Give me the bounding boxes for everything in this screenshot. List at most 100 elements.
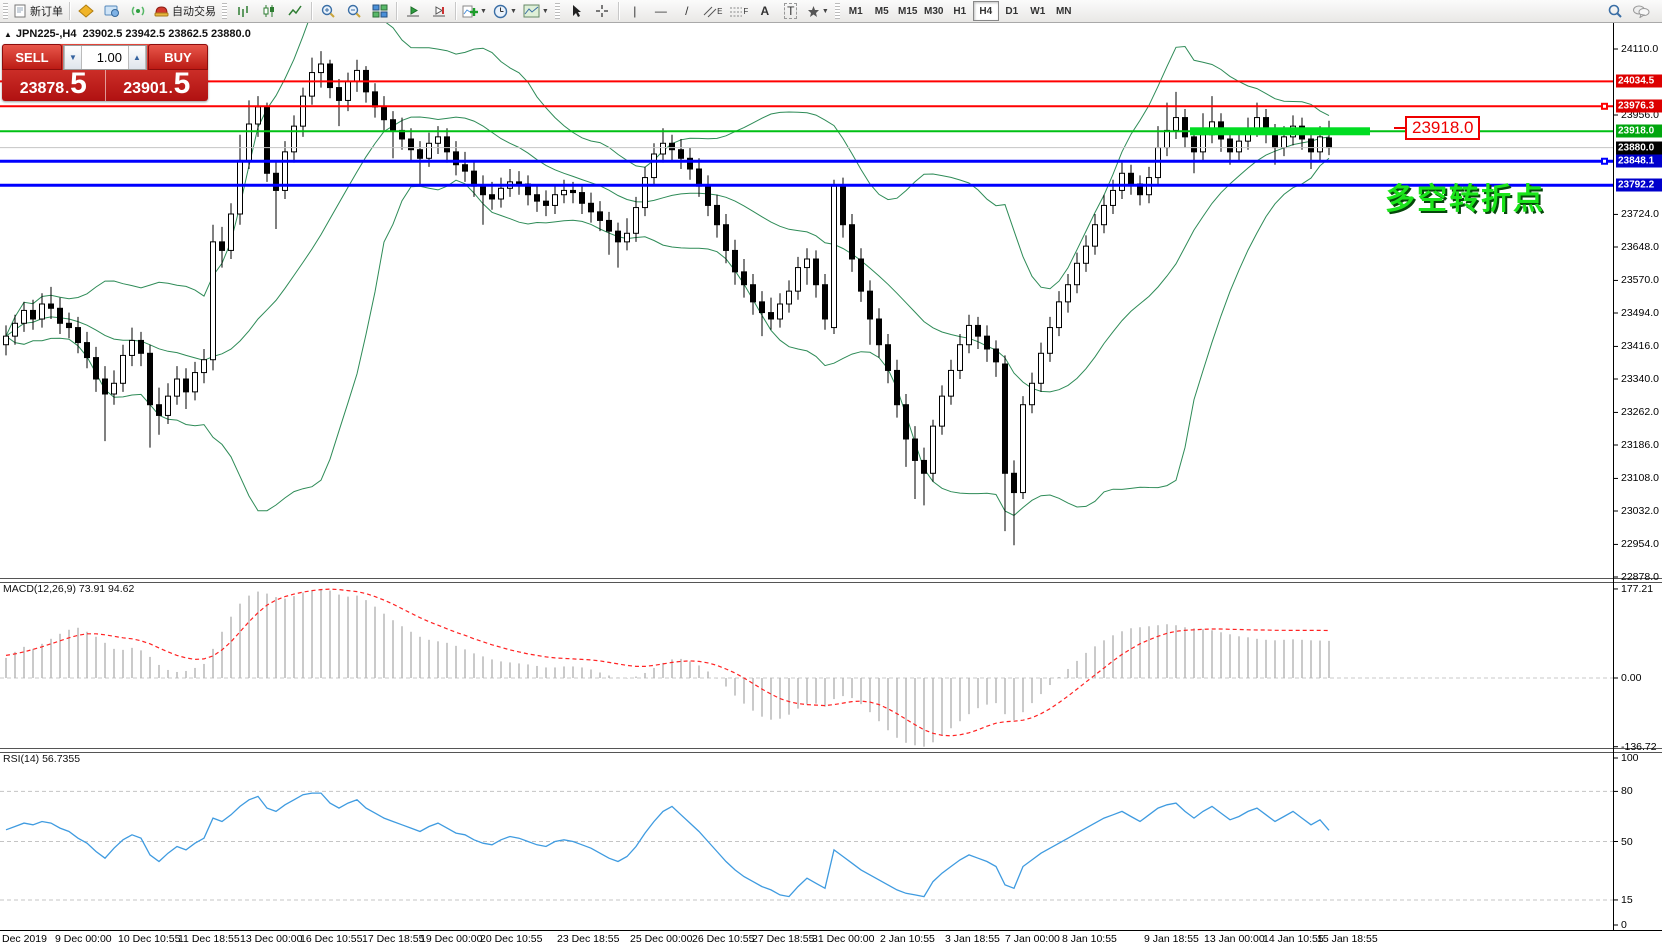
bull-candle — [957, 344, 963, 371]
tile-windows-icon[interactable] — [367, 0, 393, 22]
zoom-in-icon[interactable] — [315, 0, 341, 22]
volume-value[interactable]: 1.00 — [96, 50, 122, 65]
new-order-button[interactable]: 新订单 — [11, 0, 66, 22]
bear-candle — [147, 352, 153, 406]
arrows-icon[interactable]: ▼ — [804, 0, 832, 22]
macd-tick-label: -136.72 — [1621, 740, 1657, 753]
timeframe-button-w1[interactable]: W1 — [1030, 5, 1046, 17]
auto-scroll-icon[interactable] — [400, 0, 426, 22]
bear-candle — [822, 284, 828, 320]
bear-candle — [1308, 138, 1314, 153]
price-tick-label: 22954.0 — [1621, 538, 1659, 551]
timeframe-button-h4[interactable]: H4 — [972, 1, 999, 21]
bear-candle — [921, 459, 927, 474]
sell-button[interactable]: SELL — [2, 44, 62, 70]
autotrading-button[interactable]: 自动交易 — [151, 0, 219, 22]
signals-icon[interactable] — [125, 0, 151, 22]
periods-icon[interactable]: ▼ — [490, 0, 520, 22]
text-icon[interactable]: A — [760, 4, 770, 18]
timeframe-button-m1[interactable]: M1 — [848, 5, 863, 17]
market-watch-icon[interactable] — [99, 0, 125, 22]
bear-candle — [1182, 117, 1188, 138]
bull-candle — [426, 142, 432, 159]
bear-candle — [732, 249, 738, 273]
toolbar-grip[interactable] — [834, 3, 840, 19]
bear-candle — [768, 312, 774, 320]
bull-candle — [282, 151, 288, 191]
bull-candle — [1092, 224, 1098, 247]
channel-icon[interactable]: E — [700, 0, 726, 22]
bull-candle — [1317, 136, 1323, 153]
volume-increase-button[interactable]: ▲ — [128, 46, 146, 69]
candlestick-chart-icon[interactable] — [256, 0, 282, 22]
bear-candle — [462, 164, 468, 172]
bear-candle — [885, 344, 891, 371]
price-badge: 23848.1 — [1616, 154, 1662, 168]
fibonacci-icon[interactable]: F — [730, 6, 749, 16]
timeframe-button-m30[interactable]: M30 — [924, 5, 944, 17]
buy-price[interactable]: 23901. 5 — [123, 67, 191, 100]
chevron-down-icon: ▼ — [541, 7, 549, 15]
timeframe-button-m5[interactable]: M5 — [874, 5, 889, 17]
text-label-icon[interactable]: T — [778, 0, 804, 22]
indicators-icon[interactable]: ▼ — [459, 0, 490, 22]
trendline-icon[interactable]: / — [685, 4, 689, 18]
bull-candle — [255, 106, 261, 125]
bull-candle — [1074, 262, 1080, 286]
line-chart-icon[interactable] — [282, 0, 308, 22]
bull-candle — [624, 232, 630, 243]
bull-candle — [1236, 140, 1242, 153]
new-order-label: 新订单 — [30, 6, 63, 18]
volume-decrease-button[interactable]: ▼ — [64, 46, 82, 69]
bull-candle — [1020, 404, 1026, 494]
timeframe-button-d1[interactable]: D1 — [1005, 5, 1019, 17]
bear-candle — [156, 404, 162, 416]
toolbar-grip[interactable] — [554, 3, 560, 19]
bear-candle — [597, 211, 603, 221]
bear-candle — [579, 192, 585, 204]
vertical-line-icon[interactable]: | — [633, 4, 637, 18]
bull-candle — [1200, 134, 1206, 153]
bull-candle — [1029, 382, 1035, 406]
date-tick-label: 13 Jan 00:00 — [1204, 933, 1265, 945]
timeframe-button-m15[interactable]: M15 — [898, 5, 918, 17]
bull-candle — [111, 382, 117, 395]
cursor-icon[interactable] — [563, 0, 589, 22]
crosshair-icon[interactable] — [589, 0, 615, 22]
date-tick-label: 14 Jan 10:55 — [1263, 933, 1324, 945]
horizontal-line-icon[interactable]: — — [654, 4, 667, 18]
date-tick-label: 27 Dec 18:55 — [752, 933, 815, 945]
toolbar-grip[interactable] — [3, 3, 8, 19]
chart-annotation-text[interactable]: 多空转折点 — [1385, 183, 1545, 216]
chevron-down-icon: ▼ — [821, 7, 829, 15]
search-icon[interactable] — [1602, 0, 1628, 22]
bull-candle — [345, 80, 351, 101]
bull-candle — [3, 335, 9, 346]
zoom-out-icon[interactable] — [341, 0, 367, 22]
chat-icon[interactable] — [1628, 0, 1654, 22]
timeframe-button-mn[interactable]: MN — [1055, 5, 1072, 17]
metaeditor-icon[interactable] — [73, 0, 99, 22]
bull-candle — [777, 303, 783, 320]
date-tick-label: 10 Dec 10:55 — [118, 933, 181, 945]
toolbar-grip[interactable] — [222, 3, 227, 19]
date-tick-label: 7 Jan 00:00 — [1005, 933, 1060, 945]
price-callout[interactable]: 23918.0 — [1405, 116, 1481, 140]
price-tick-label: 22878.0 — [1621, 571, 1659, 583]
templates-icon[interactable]: ▼ — [520, 0, 552, 22]
timeframe-button-h1[interactable]: H1 — [953, 5, 967, 17]
chart-canvas[interactable] — [0, 22, 1662, 947]
bull-candle — [498, 187, 504, 200]
bull-candle — [1056, 301, 1062, 329]
bear-candle — [696, 168, 702, 187]
collapse-triangle-icon[interactable]: ▲ — [4, 30, 12, 39]
bar-chart-icon[interactable] — [230, 0, 256, 22]
chart-shift-icon[interactable] — [426, 0, 452, 22]
bear-candle — [741, 271, 747, 286]
sell-price[interactable]: 23878. 5 — [2, 69, 106, 101]
buy-button[interactable]: BUY — [148, 44, 208, 70]
chevron-down-icon: ▼ — [509, 7, 517, 15]
bull-candle — [948, 369, 954, 397]
rsi-tick-label: 50 — [1621, 835, 1633, 848]
